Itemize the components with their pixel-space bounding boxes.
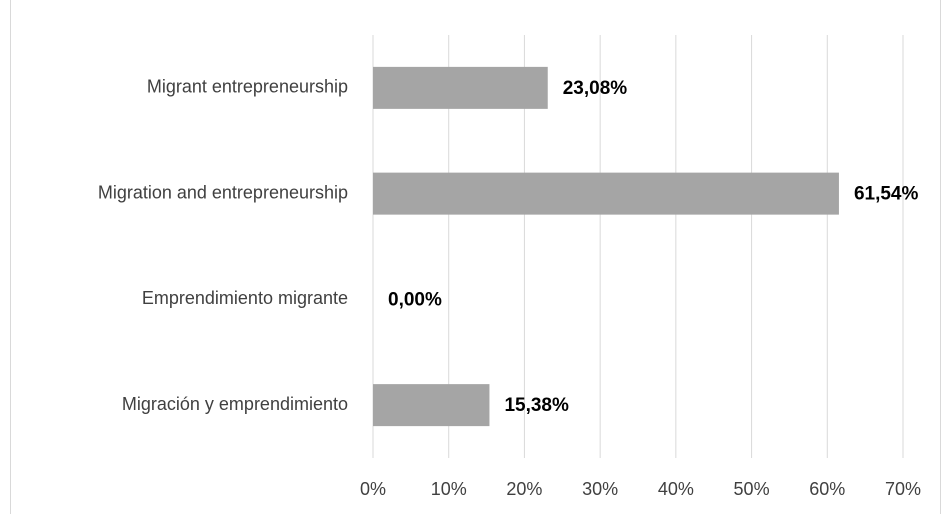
x-tick-label: 0%	[360, 479, 386, 499]
x-tick-label: 20%	[506, 479, 542, 499]
y-tick-label: Migración y emprendimiento	[122, 394, 348, 414]
y-tick-label: Emprendimiento migrante	[142, 288, 348, 308]
x-tick-label: 70%	[885, 479, 921, 499]
chart-frame	[10, 0, 941, 514]
x-tick-label: 10%	[431, 479, 467, 499]
y-tick-label: Migration and entrepreneurship	[98, 182, 348, 202]
x-tick-label: 40%	[658, 479, 694, 499]
x-tick-label: 60%	[809, 479, 845, 499]
y-tick-label: Migrant entrepreneurship	[147, 77, 348, 97]
bar	[373, 66, 548, 109]
bar	[373, 172, 839, 215]
bar	[373, 384, 490, 427]
x-tick-label: 50%	[734, 479, 770, 499]
x-tick-label: 30%	[582, 479, 618, 499]
value-label: 15,38%	[504, 395, 569, 416]
value-label: 61,54%	[854, 184, 919, 205]
value-label: 23,08%	[563, 78, 628, 99]
value-label: 0,00%	[388, 289, 442, 310]
